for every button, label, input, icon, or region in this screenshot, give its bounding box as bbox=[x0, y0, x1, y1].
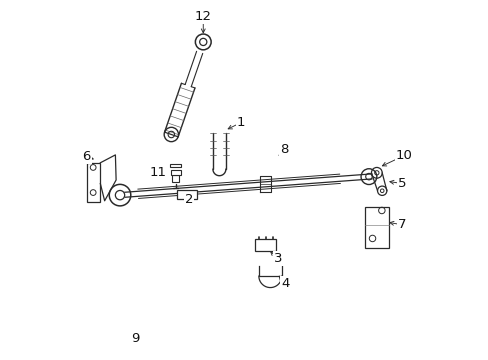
Text: 10: 10 bbox=[395, 149, 412, 162]
Text: 3: 3 bbox=[274, 252, 282, 265]
Text: 11: 11 bbox=[150, 166, 166, 179]
Text: 1: 1 bbox=[236, 116, 244, 129]
Text: 4: 4 bbox=[281, 278, 289, 291]
Text: 7: 7 bbox=[397, 218, 406, 231]
Text: 2: 2 bbox=[184, 193, 193, 206]
FancyBboxPatch shape bbox=[172, 175, 179, 182]
Text: 8: 8 bbox=[279, 143, 287, 156]
FancyBboxPatch shape bbox=[86, 163, 100, 202]
Text: 9: 9 bbox=[131, 332, 139, 345]
FancyBboxPatch shape bbox=[177, 190, 197, 199]
FancyBboxPatch shape bbox=[169, 164, 181, 167]
Text: 5: 5 bbox=[397, 177, 406, 190]
Text: 12: 12 bbox=[194, 10, 211, 23]
FancyBboxPatch shape bbox=[170, 170, 180, 175]
Text: 6: 6 bbox=[82, 150, 91, 163]
FancyBboxPatch shape bbox=[364, 207, 388, 248]
FancyBboxPatch shape bbox=[255, 239, 276, 251]
